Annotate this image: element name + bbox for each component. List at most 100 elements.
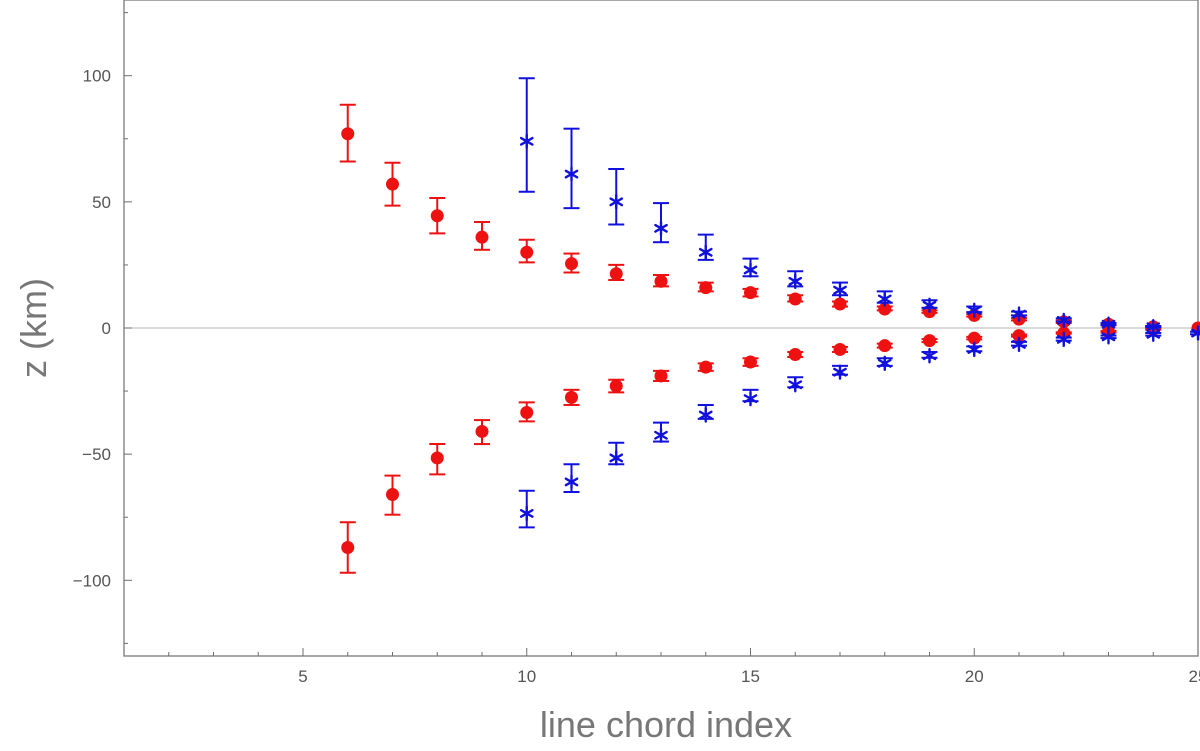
data-point: [608, 441, 625, 466]
data-point: [1100, 316, 1117, 332]
data-point: [608, 378, 625, 394]
asterisk-marker: [877, 291, 892, 307]
data-point: [1055, 312, 1072, 329]
asterisk-marker: [654, 427, 668, 443]
data-point: [697, 360, 714, 374]
data-point: [563, 252, 580, 274]
data-point: [876, 290, 893, 307]
circle-marker: [475, 424, 489, 438]
asterisk-marker: [519, 133, 534, 149]
circle-marker: [386, 177, 399, 191]
data-point: [384, 474, 401, 516]
series-asterisk: [518, 77, 1200, 529]
data-point: [742, 257, 759, 278]
asterisk-marker: [922, 348, 937, 364]
asterisk-marker: [877, 355, 892, 372]
x-tick-label: 5: [298, 667, 307, 686]
x-tick-label: 10: [517, 667, 536, 686]
data-point: [339, 521, 356, 574]
y-axis-title: z (km): [13, 278, 54, 378]
data-point: [832, 281, 848, 298]
asterisk-marker: [967, 302, 982, 319]
circle-marker: [699, 281, 713, 295]
asterisk-marker: [1191, 325, 1200, 341]
data-point: [429, 197, 446, 235]
asterisk-marker: [609, 450, 624, 466]
circle-marker: [565, 390, 578, 404]
data-point: [697, 281, 714, 295]
asterisk-marker: [564, 474, 579, 490]
data-point: [1100, 329, 1117, 345]
data-point: [653, 369, 669, 383]
circle-marker: [1012, 329, 1026, 343]
circle-marker: [520, 245, 534, 259]
asterisk-marker: [788, 273, 803, 290]
data-point: [1055, 331, 1072, 348]
circle-marker: [386, 488, 399, 502]
data-point: [1011, 329, 1027, 343]
circle-marker: [520, 406, 534, 420]
asterisk-marker: [922, 297, 937, 313]
x-tick-labels: 5 10 15 20 25: [298, 667, 1200, 686]
data-point: [518, 238, 535, 264]
asterisk-marker: [519, 505, 534, 522]
data-point: [608, 263, 625, 282]
data-point: [518, 77, 535, 193]
data-point: [787, 376, 804, 393]
circle-marker: [923, 334, 936, 348]
data-point: [832, 342, 848, 356]
x-tick-label: 20: [965, 667, 984, 686]
data-point: [966, 341, 983, 358]
data-point: [832, 364, 848, 380]
asterisk-marker: [1101, 329, 1116, 345]
circle-marker: [788, 347, 802, 361]
data-point: [474, 419, 490, 446]
data-point: [563, 463, 580, 493]
asterisk-marker: [833, 282, 847, 298]
data-point: [653, 202, 669, 244]
circle-marker: [833, 297, 847, 311]
circle-marker: [341, 541, 355, 555]
data-point: [921, 334, 938, 348]
data-point: [966, 331, 983, 345]
circle-marker: [430, 209, 444, 223]
y-tick-label: 0: [102, 319, 111, 338]
circle-marker: [967, 331, 981, 345]
data-point: [518, 401, 535, 423]
series-circle: [339, 103, 1200, 574]
data-point: [653, 274, 669, 288]
circle-marker: [744, 355, 757, 369]
asterisk-marker: [788, 377, 803, 393]
circle-marker: [475, 230, 489, 244]
y-tick-label: 50: [92, 193, 111, 212]
data-point: [921, 348, 938, 364]
data-point: [563, 388, 580, 406]
data-point: [742, 355, 759, 369]
circle-marker: [654, 369, 668, 383]
data-point: [474, 221, 490, 251]
data-point: [787, 347, 804, 361]
x-tick-label: 15: [741, 667, 760, 686]
circle-marker: [699, 360, 713, 374]
data-point: [787, 270, 804, 290]
data-point: [742, 388, 759, 407]
data-point: [832, 297, 848, 311]
asterisk-marker: [1101, 316, 1116, 332]
y-tick-label: 100: [83, 67, 111, 86]
asterisk-marker: [698, 244, 713, 261]
data-point: [876, 339, 893, 353]
data-point: [1011, 336, 1027, 353]
asterisk-marker: [833, 364, 847, 380]
data-point: [697, 403, 714, 423]
y-tick-label: −50: [82, 445, 111, 464]
circle-marker: [430, 451, 444, 465]
data-point: [742, 286, 759, 300]
data-point: [384, 161, 401, 207]
asterisk-marker: [1012, 306, 1026, 322]
circle-marker: [341, 127, 355, 141]
asterisk-marker: [654, 220, 668, 237]
data-point: [429, 443, 446, 476]
circle-marker: [609, 267, 623, 281]
x-tick-label: 25: [1189, 667, 1200, 686]
